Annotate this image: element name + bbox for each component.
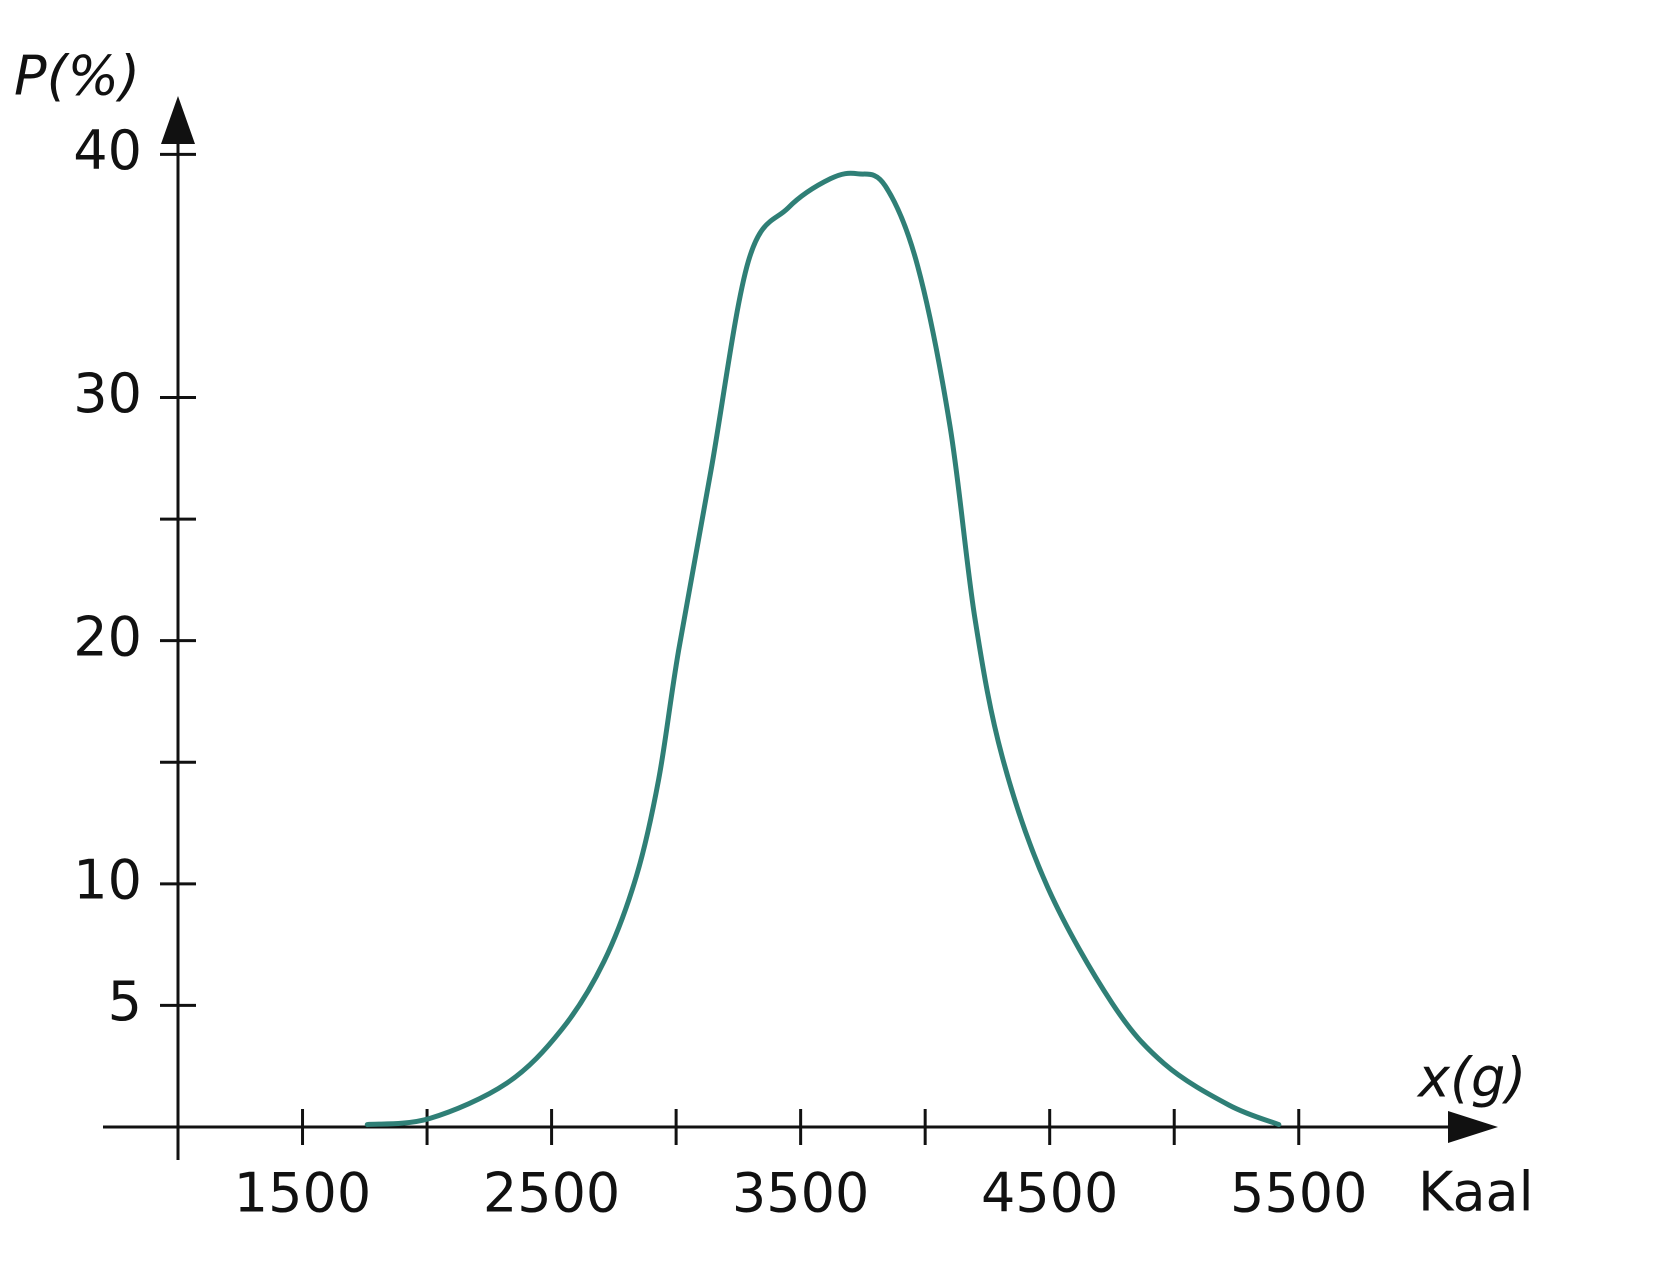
x-tick-label: 5500 [1230, 1162, 1367, 1225]
x-axis-arrow [1448, 1111, 1498, 1143]
x-tick-label: 1500 [234, 1162, 371, 1225]
x-tick-label: 2500 [483, 1162, 620, 1225]
x-axis-unit: Kaal [1418, 1161, 1534, 1224]
y-tick-label: 40 [73, 119, 142, 182]
x-axis-label: x(g) [1416, 1047, 1526, 1110]
y-axis-label: P(%) [14, 45, 140, 108]
y-tick-label: 10 [73, 848, 142, 911]
y-tick-label: 30 [73, 362, 142, 425]
x-tick-label: 3500 [732, 1162, 869, 1225]
x-tick-label: 4500 [981, 1162, 1118, 1225]
curve [364, 170, 1282, 1128]
y-tick-label: 20 [73, 605, 142, 668]
y-axis-arrow [161, 96, 195, 144]
y-tick-label: 5 [108, 970, 142, 1033]
